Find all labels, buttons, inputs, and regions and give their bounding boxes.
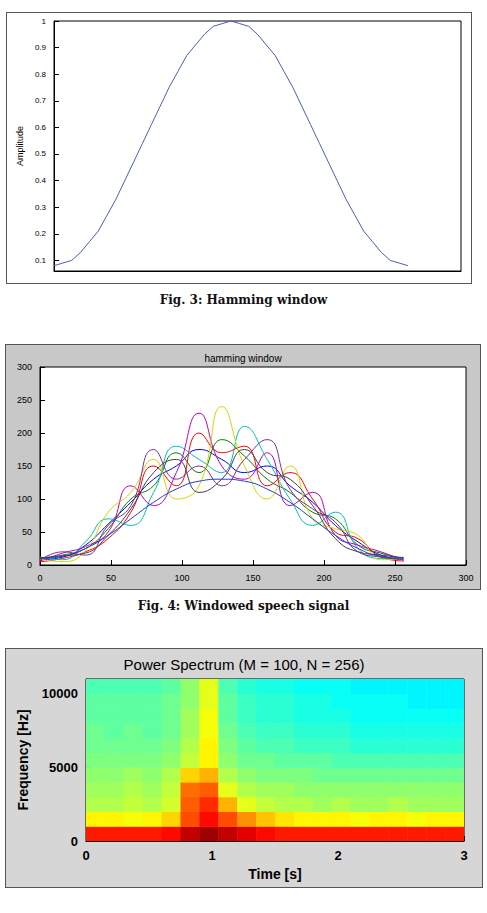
svg-text:0: 0 [71, 834, 78, 849]
svg-text:50: 50 [22, 527, 32, 537]
svg-text:0.6: 0.6 [35, 123, 47, 132]
svg-text:1: 1 [42, 17, 47, 26]
svg-text:150: 150 [17, 461, 32, 471]
svg-text:Frequency [Hz]: Frequency [Hz] [15, 709, 31, 810]
svg-text:250: 250 [17, 395, 32, 405]
svg-text:300: 300 [17, 362, 32, 372]
html-text:Fig. 3: Hamming window: Fig. 3: Hamming window [159, 293, 328, 307]
svg-text:0: 0 [37, 573, 42, 583]
svg-text:0.3: 0.3 [35, 203, 47, 212]
svg-text:0.7: 0.7 [35, 96, 47, 105]
svg-text:Power Spectrum (M = 100, N = 2: Power Spectrum (M = 100, N = 256) [124, 656, 365, 673]
svg-text:0: 0 [27, 560, 32, 570]
svg-text:200: 200 [316, 573, 331, 583]
svg-text:300: 300 [458, 573, 473, 583]
svg-text:200: 200 [17, 428, 32, 438]
svg-text:0.8: 0.8 [35, 70, 47, 79]
svg-text:3: 3 [460, 848, 467, 863]
svg-text:150: 150 [245, 573, 260, 583]
svg-text:2: 2 [334, 848, 341, 863]
svg-text:0.5: 0.5 [35, 149, 47, 158]
svg-text:100: 100 [17, 494, 32, 504]
svg-text:0.2: 0.2 [35, 229, 47, 238]
svg-text:1: 1 [208, 848, 215, 863]
svg-text:10000: 10000 [42, 686, 78, 701]
svg-text:0: 0 [82, 848, 89, 863]
svg-text:Time [s]: Time [s] [248, 866, 301, 882]
svg-text:0.9: 0.9 [35, 43, 47, 52]
svg-text:Amplitude: Amplitude [15, 126, 25, 166]
svg-text:100: 100 [174, 573, 189, 583]
svg-text:0.4: 0.4 [35, 176, 47, 185]
svg-text:50: 50 [106, 573, 116, 583]
html-text:Fig. 4: Windowed speech signal: Fig. 4: Windowed speech signal [137, 599, 350, 613]
svg-text:250: 250 [387, 573, 402, 583]
svg-text:5000: 5000 [49, 760, 78, 775]
svg-text:hamming window: hamming window [204, 353, 282, 364]
svg-text:0.1: 0.1 [35, 256, 47, 265]
